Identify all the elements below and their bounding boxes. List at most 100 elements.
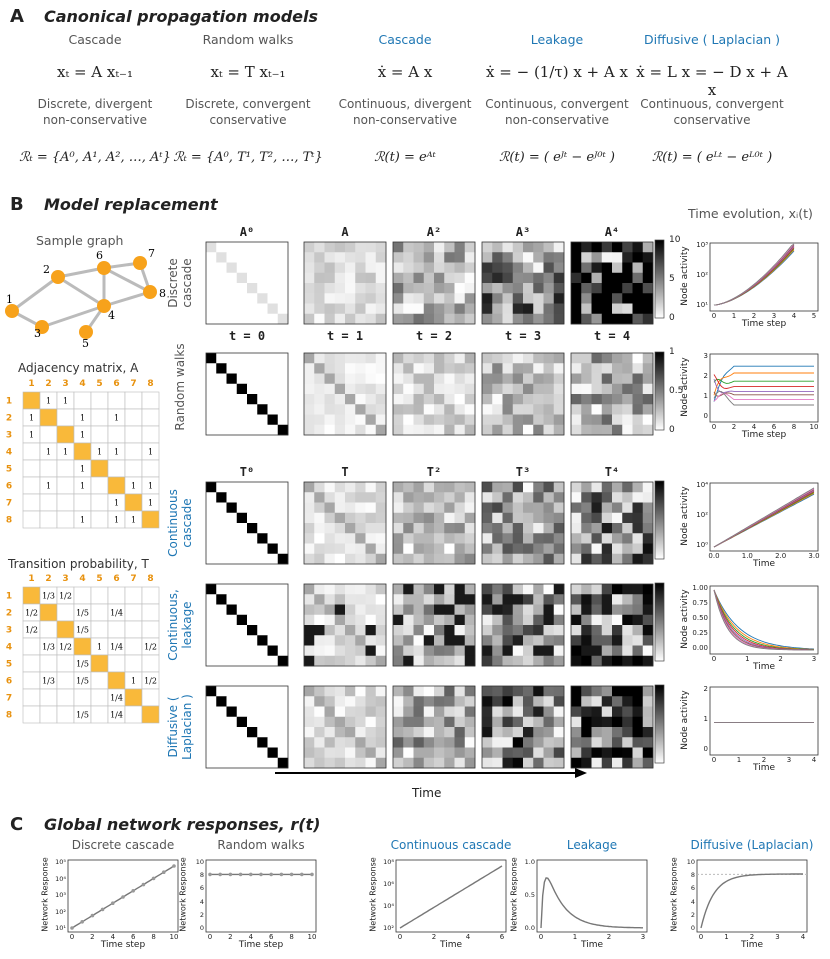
- heatmap-cell: [375, 523, 387, 534]
- heatmap-cell: [601, 696, 613, 707]
- col-label-a-1: A: [341, 225, 349, 239]
- matrix-cell: [56, 510, 75, 529]
- heatmap-cell: [314, 737, 325, 748]
- heatmap-cell: [454, 727, 466, 738]
- heatmap-cell: [304, 492, 315, 503]
- heatmap-cell: [413, 414, 425, 426]
- heatmap-cell: [277, 614, 289, 626]
- response-xlabel: Time step: [100, 940, 146, 950]
- heatmap-cell: [216, 373, 227, 385]
- response-xtick: 10: [169, 933, 179, 941]
- matrix-cell: [73, 688, 92, 707]
- heatmap-cell: [236, 353, 248, 364]
- heatmap-cell: [365, 655, 377, 667]
- heatmap-cell: [413, 584, 425, 595]
- heatmap-cell: [533, 584, 544, 595]
- heatmap-cell: [632, 543, 644, 555]
- heatmap-cell: [413, 353, 425, 364]
- heatmap-cell: [365, 262, 377, 274]
- heatmap-cell: [355, 303, 366, 315]
- heatmap-cell: [314, 584, 325, 595]
- matrix-cell: [90, 493, 109, 512]
- heatmap-cell: [543, 262, 555, 274]
- heatmap-cell: [247, 716, 258, 728]
- response-plot-4: [696, 859, 808, 933]
- heatmap-cell: [267, 394, 279, 405]
- heatmap-cell: [324, 424, 336, 436]
- heatmap-cell: [601, 492, 613, 503]
- response-title-2: Continuous cascade: [390, 838, 512, 852]
- evo-ytick: 10²: [696, 511, 708, 519]
- heatmap-cell: [533, 594, 544, 605]
- heatmap-cell: [444, 293, 455, 304]
- heatmap-cell: [236, 604, 248, 616]
- heatmap-cell: [267, 716, 279, 728]
- heatmap-cell: [642, 272, 654, 284]
- response-ytick: 10⁶: [383, 880, 394, 888]
- evolution-plot-2: [709, 353, 819, 423]
- heatmap-cell: [216, 553, 227, 565]
- heatmap-cell: [304, 737, 315, 748]
- heatmap-cell: [365, 252, 377, 263]
- heatmap-cell: [423, 543, 435, 555]
- transition-matrix: 1 1 2 2 3 3 4 4 5 5 6 6 7 7 8 8 1/3 1/2 1/2 1/5 1/4 1/2 1/5 1/3…: [5, 572, 160, 741]
- heatmap-cell: [632, 424, 644, 436]
- heatmap-cell: [304, 543, 315, 555]
- panel-c-letter: C: [10, 814, 24, 835]
- matrix-col-header: 6: [113, 574, 119, 584]
- heatmap-cell: [512, 404, 524, 415]
- heatmap-cell: [423, 283, 435, 294]
- heatmap-cell: [413, 272, 425, 284]
- heatmap-cell: [206, 553, 217, 565]
- heatmap-cell: [464, 313, 476, 325]
- heatmap-cell: [247, 706, 258, 718]
- model-desc-line1-1: Discrete, convergent: [185, 97, 311, 111]
- heatmap-cell: [236, 645, 248, 657]
- heatmap-cell: [622, 242, 633, 253]
- matrix-value: 1: [148, 499, 153, 508]
- heatmap-cell: [512, 414, 524, 426]
- heatmap-cell: [502, 424, 514, 436]
- heatmap-cell: [206, 272, 217, 284]
- heatmap-cell: [553, 655, 565, 667]
- heatmap-cell: [642, 625, 654, 636]
- heatmap-cell: [482, 363, 493, 374]
- heatmap-cell: [236, 404, 248, 415]
- model-desc-line1-4: Continuous, convergent: [640, 97, 784, 111]
- heatmap-cell: [355, 283, 366, 294]
- heatmap-cell: [345, 737, 356, 748]
- matrix-value: 1/2: [59, 643, 72, 652]
- heatmap-cell: [622, 482, 633, 493]
- heatmap-r3-c1: [303, 583, 387, 667]
- heatmap-cell: [375, 383, 387, 395]
- heatmap-cell: [216, 645, 227, 657]
- heatmap-cell: [314, 747, 325, 759]
- heatmap-cell: [454, 424, 466, 436]
- heatmap-cell: [533, 252, 544, 263]
- heatmap-cell: [226, 604, 238, 616]
- heatmap-cell: [612, 655, 623, 667]
- heatmap-cell: [543, 252, 555, 263]
- heatmap-cell: [345, 502, 356, 514]
- graph-node-label: 3: [34, 327, 41, 340]
- heatmap-r2-c3: [481, 481, 565, 565]
- response-ylabel: Network Response: [669, 857, 679, 932]
- heatmap-cell: [571, 625, 582, 636]
- evo-xtick: 2: [731, 423, 737, 431]
- heatmap-cell: [345, 543, 356, 555]
- matrix-cell: [56, 705, 75, 724]
- heatmap-cell: [523, 373, 534, 385]
- heatmap-cell: [512, 373, 524, 385]
- matrix-row-header: 2: [6, 609, 12, 619]
- heatmap-cell: [334, 696, 346, 707]
- heatmap-cell: [226, 635, 238, 646]
- matrix-cell: [22, 586, 41, 605]
- heatmap-cell: [206, 737, 217, 748]
- matrix-cell: [90, 603, 109, 622]
- heatmap-cell: [206, 404, 217, 415]
- heatmap-cell: [413, 313, 425, 325]
- matrix-cell: [90, 459, 109, 478]
- heatmap-cell: [365, 394, 377, 405]
